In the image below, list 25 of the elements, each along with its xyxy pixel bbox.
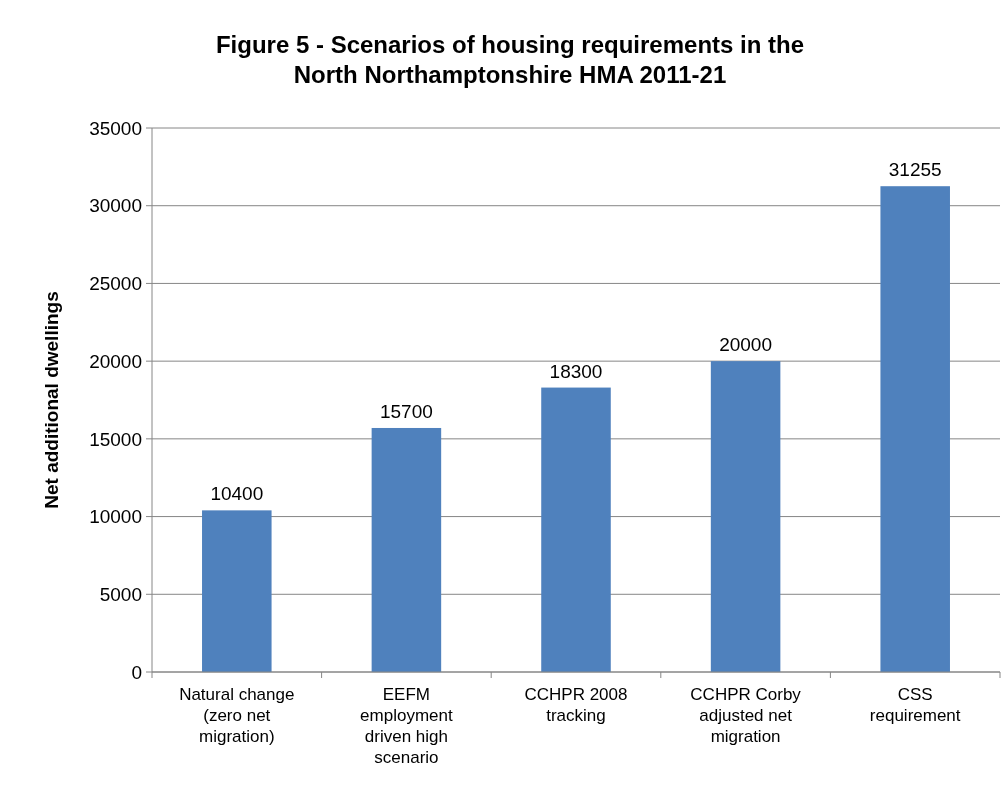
y-tick-label: 30000 <box>89 195 142 217</box>
bar <box>710 361 781 672</box>
y-tick-label: 25000 <box>89 273 142 295</box>
bar <box>371 427 442 672</box>
x-tick-label: EEFM employment driven high scenario <box>360 685 453 767</box>
y-tick-label: 10000 <box>89 506 142 528</box>
bar <box>880 186 950 672</box>
chart-title: Figure 5 - Scenarios of housing requirements in the North Northamptonshire HMA 2011-21 <box>215 31 805 88</box>
y-axis-title: Net additional dwellings <box>41 291 62 509</box>
data-label: 15700 <box>379 400 433 422</box>
data-label: 20000 <box>719 334 773 356</box>
bar <box>202 510 272 672</box>
data-label: 10400 <box>210 483 264 505</box>
y-tick-label: 0 <box>131 661 142 683</box>
y-tick-label: 20000 <box>89 350 142 372</box>
data-label: 18300 <box>549 360 603 382</box>
bar <box>541 387 611 672</box>
y-tick-label: 5000 <box>99 583 142 605</box>
data-label: 31255 <box>888 159 942 181</box>
x-tick-label: Natural change (zero net migration) <box>179 685 295 746</box>
y-tick-label: 35000 <box>89 117 142 139</box>
x-tick-label: CSS requirement <box>869 685 961 725</box>
y-tick-label: 15000 <box>89 428 142 450</box>
x-tick-label: CCHPR 2008 tracking <box>524 685 628 725</box>
x-tick-label: CCHPR Corby adjusted net migration <box>690 685 802 746</box>
